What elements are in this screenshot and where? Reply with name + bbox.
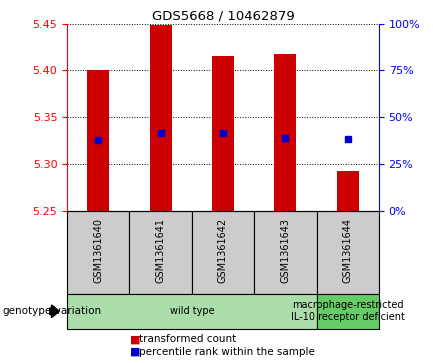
Bar <box>87 70 109 211</box>
Text: ■: ■ <box>130 334 140 344</box>
Bar <box>254 211 317 294</box>
Bar <box>317 211 379 294</box>
Bar <box>337 171 359 211</box>
Bar <box>212 56 234 211</box>
Text: ■: ■ <box>130 347 140 357</box>
Text: transformed count: transformed count <box>139 334 236 344</box>
Text: percentile rank within the sample: percentile rank within the sample <box>139 347 314 357</box>
Bar <box>67 211 129 294</box>
Text: wild type: wild type <box>169 306 214 316</box>
Text: GSM1361641: GSM1361641 <box>155 218 166 283</box>
Text: GSM1361642: GSM1361642 <box>218 218 228 283</box>
Text: genotype/variation: genotype/variation <box>2 306 101 316</box>
Bar <box>67 294 317 329</box>
Text: macrophage-restricted
IL-10 receptor deficient: macrophage-restricted IL-10 receptor def… <box>291 301 404 322</box>
Bar <box>150 25 171 211</box>
Bar <box>275 53 296 211</box>
Text: GSM1361643: GSM1361643 <box>280 218 291 283</box>
Bar <box>192 211 254 294</box>
Text: GSM1361644: GSM1361644 <box>343 218 353 283</box>
Bar <box>129 211 192 294</box>
Title: GDS5668 / 10462879: GDS5668 / 10462879 <box>152 9 294 23</box>
Text: GSM1361640: GSM1361640 <box>93 218 103 283</box>
Bar <box>317 294 379 329</box>
